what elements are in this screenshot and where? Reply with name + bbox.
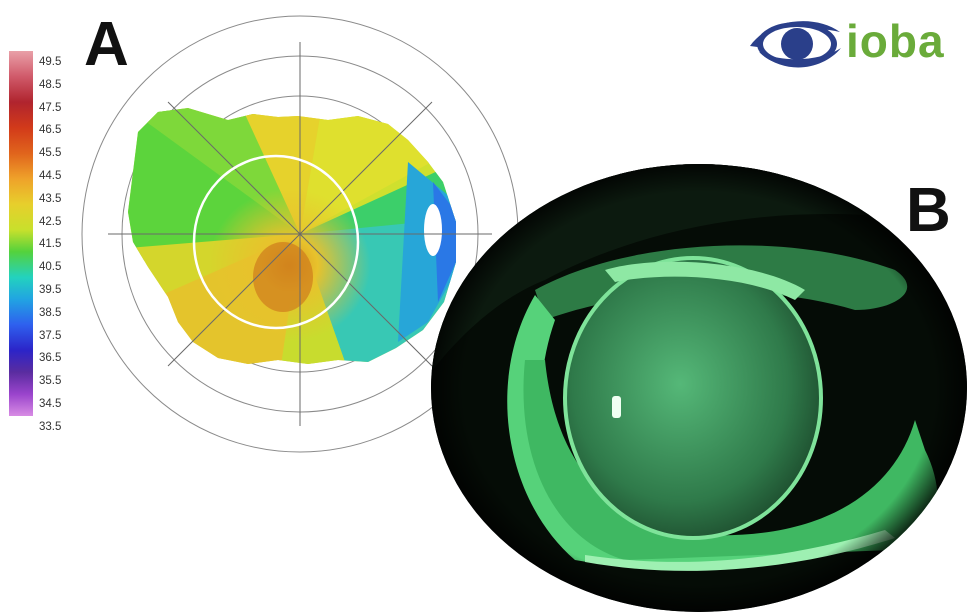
scale-tick-label: 43.5 [39, 192, 62, 205]
scale-tick-label: 40.5 [39, 261, 62, 274]
map-gap [424, 204, 442, 256]
panel-label-b: B [906, 176, 951, 245]
scale-tick-label: 44.5 [39, 169, 62, 182]
scale-tick-label: 35.5 [39, 375, 62, 388]
scale-tick-label: 45.5 [39, 147, 62, 160]
scale-tick-label: 48.5 [39, 78, 62, 91]
scale-tick-label: 41.5 [39, 238, 62, 251]
scale-tick-label: 46.5 [39, 124, 62, 137]
pupil-outline [192, 154, 360, 330]
scale-tick-label: 36.5 [39, 352, 62, 365]
color-scale-bar [9, 51, 33, 416]
fluorescein-eye-photo [431, 164, 967, 612]
panel-label-a: A [84, 10, 129, 79]
scale-tick-label: 38.5 [39, 306, 62, 319]
scale-tick-label: 47.5 [39, 101, 62, 114]
scale-tick-label: 39.5 [39, 283, 62, 296]
scale-tick-label: 49.5 [39, 56, 62, 68]
scale-tick-label: 37.5 [39, 329, 62, 342]
topography-axes [108, 42, 492, 426]
logo-text: ioba [846, 15, 945, 67]
corneal-topography-map [81, 15, 519, 453]
color-scale: 49.5 48.5 47.5 46.5 45.5 44.5 43.5 42.5 … [9, 51, 69, 433]
eye-icon [750, 21, 841, 68]
color-scale-labels: 49.5 48.5 47.5 46.5 45.5 44.5 43.5 42.5 … [39, 51, 79, 439]
scale-tick-label: 33.5 [39, 420, 62, 433]
scale-tick-label: 42.5 [39, 215, 62, 228]
scale-tick-label: 34.5 [39, 397, 62, 410]
ioba-logo [750, 21, 841, 68]
